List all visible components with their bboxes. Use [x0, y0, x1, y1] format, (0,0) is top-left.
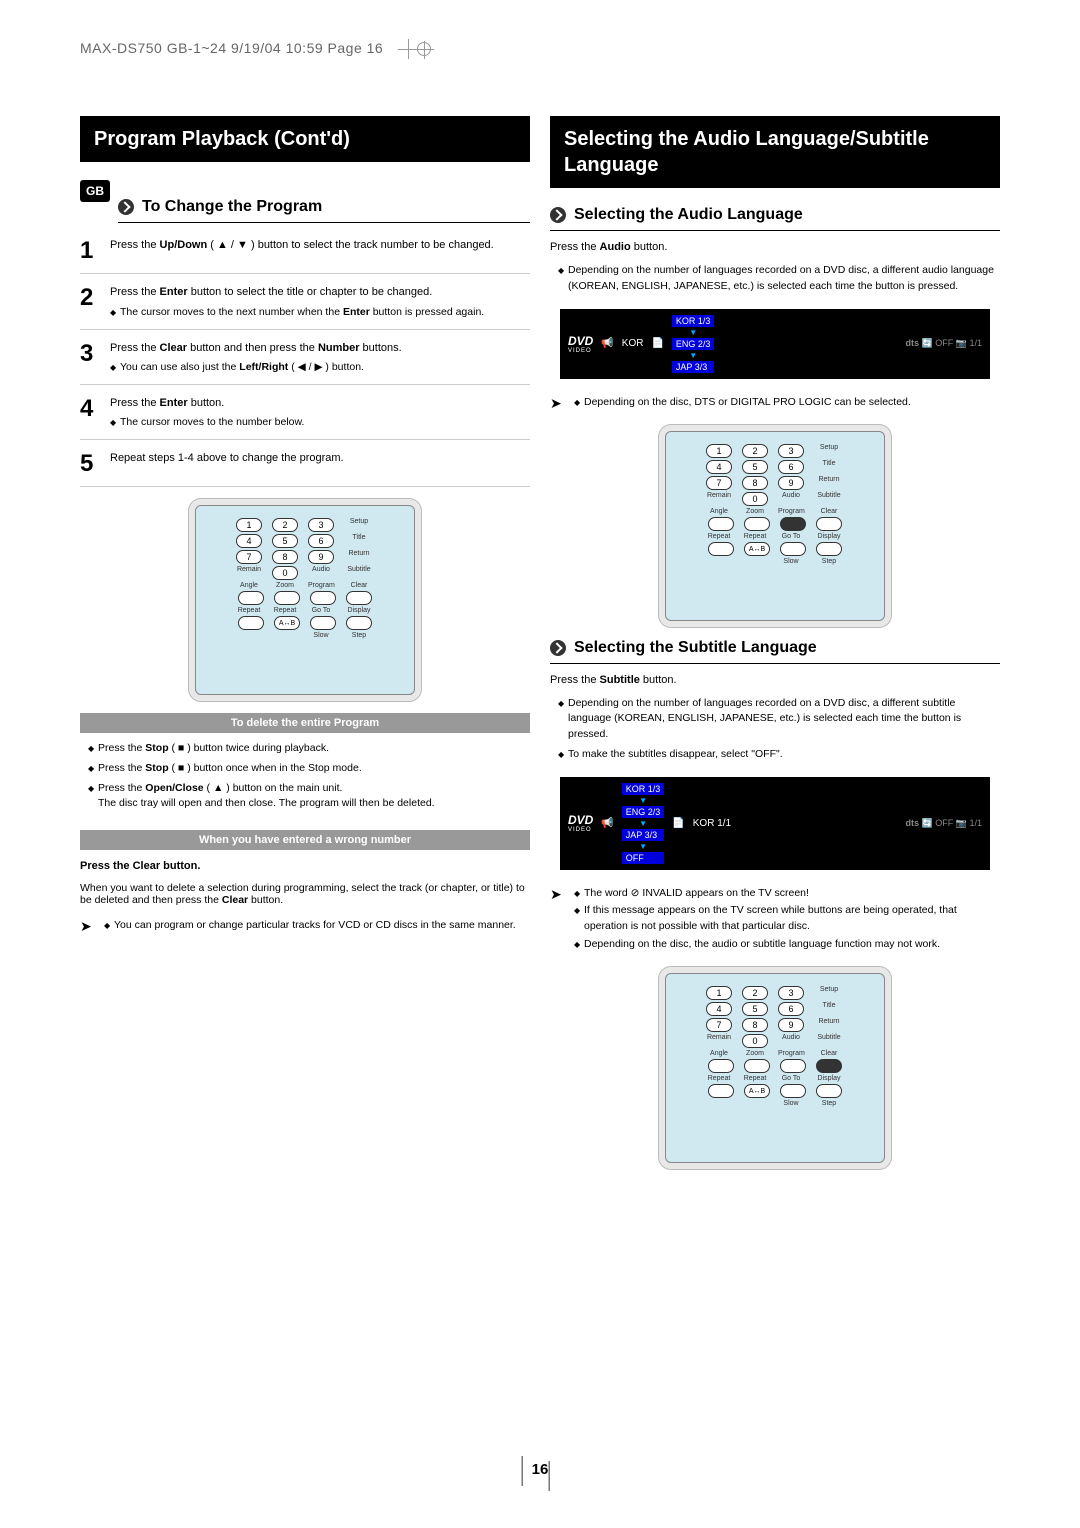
step-row: 1Press the Up/Down ( ▲ / ▼ ) button to s… [80, 237, 530, 274]
section-subtitle-lang: Selecting the Subtitle Language [550, 639, 1000, 664]
arrow-icon: ➤ [550, 884, 574, 903]
section-change-program: To Change the Program [118, 198, 530, 223]
page-number: 16 [532, 1461, 549, 1478]
wrong-number-bar: When you have entered a wrong number [80, 830, 530, 850]
subtitle-invalid-note: ➤ The word ⊘ INVALID appears on the TV s… [550, 884, 1000, 955]
remote-illustration: 123Setup 456Title 789Return Remain0Audio… [195, 505, 415, 695]
delete-program-bar: To delete the entire Program [80, 713, 530, 733]
delete-bullet: Press the Stop ( ■ ) button once when in… [80, 761, 530, 777]
clear-body: When you want to delete a selection duri… [80, 882, 530, 906]
right-column: Selecting the Audio Language/Subtitle La… [550, 116, 1000, 1180]
audio-press: Press the Audio button. [550, 241, 1000, 253]
left-title-bar: Program Playback (Cont'd) [80, 116, 530, 162]
remote-illustration-subtitle: 123Setup 456Title 789Return Remain0Audio… [665, 973, 885, 1163]
vcd-note: ➤ You can program or change particular t… [80, 916, 530, 936]
right-title-bar: Selecting the Audio Language/Subtitle La… [550, 116, 1000, 188]
audio-note-sub: Depending on the number of languages rec… [550, 263, 1000, 295]
arrow-icon: ➤ [550, 393, 574, 412]
delete-bullet: Press the Stop ( ■ ) button twice during… [80, 741, 530, 757]
step-row: 5Repeat steps 1-4 above to change the pr… [80, 450, 530, 487]
arrow-icon: ➤ [80, 916, 104, 935]
subtitle-press: Press the Subtitle button. [550, 674, 1000, 686]
dvd-subtitle-bar: DVDVIDEO 📢 KOR 1/3 ▼ ENG 2/3 ▼ JAP 3/3 ▼… [560, 777, 990, 870]
dvd-audio-bar: DVDVIDEO 📢 KOR 📄 KOR 1/3 ▼ ENG 2/3 ▼ JAP… [560, 309, 990, 379]
step-row: 3Press the Clear button and then press t… [80, 340, 530, 385]
bullet-icon [118, 199, 134, 215]
clear-heading: Press the Clear button. [80, 860, 530, 872]
step-row: 4Press the Enter button.The cursor moves… [80, 395, 530, 440]
audio-dts-note: ➤ Depending on the disc, DTS or DIGITAL … [550, 393, 1000, 413]
subtitle-sub1: Depending on the number of languages rec… [550, 696, 1000, 743]
gb-badge: GB [80, 180, 110, 202]
page-header: MAX-DS750 GB-1~24 9/19/04 10:59 Page 16 [80, 40, 1000, 56]
delete-bullet: Press the Open/Close ( ▲ ) button on the… [80, 781, 530, 813]
remote-illustration-audio: 123Setup 456Title 789Return Remain0Audio… [665, 431, 885, 621]
section-audio-lang: Selecting the Audio Language [550, 206, 1000, 231]
registration-circle-icon [417, 42, 431, 56]
bullet-icon [550, 640, 566, 656]
left-column: Program Playback (Cont'd) GB To Change t… [80, 116, 530, 1180]
bullet-icon [550, 207, 566, 223]
step-row: 2Press the Enter button to select the ti… [80, 284, 530, 329]
subtitle-sub2: To make the subtitles disappear, select … [550, 747, 1000, 763]
